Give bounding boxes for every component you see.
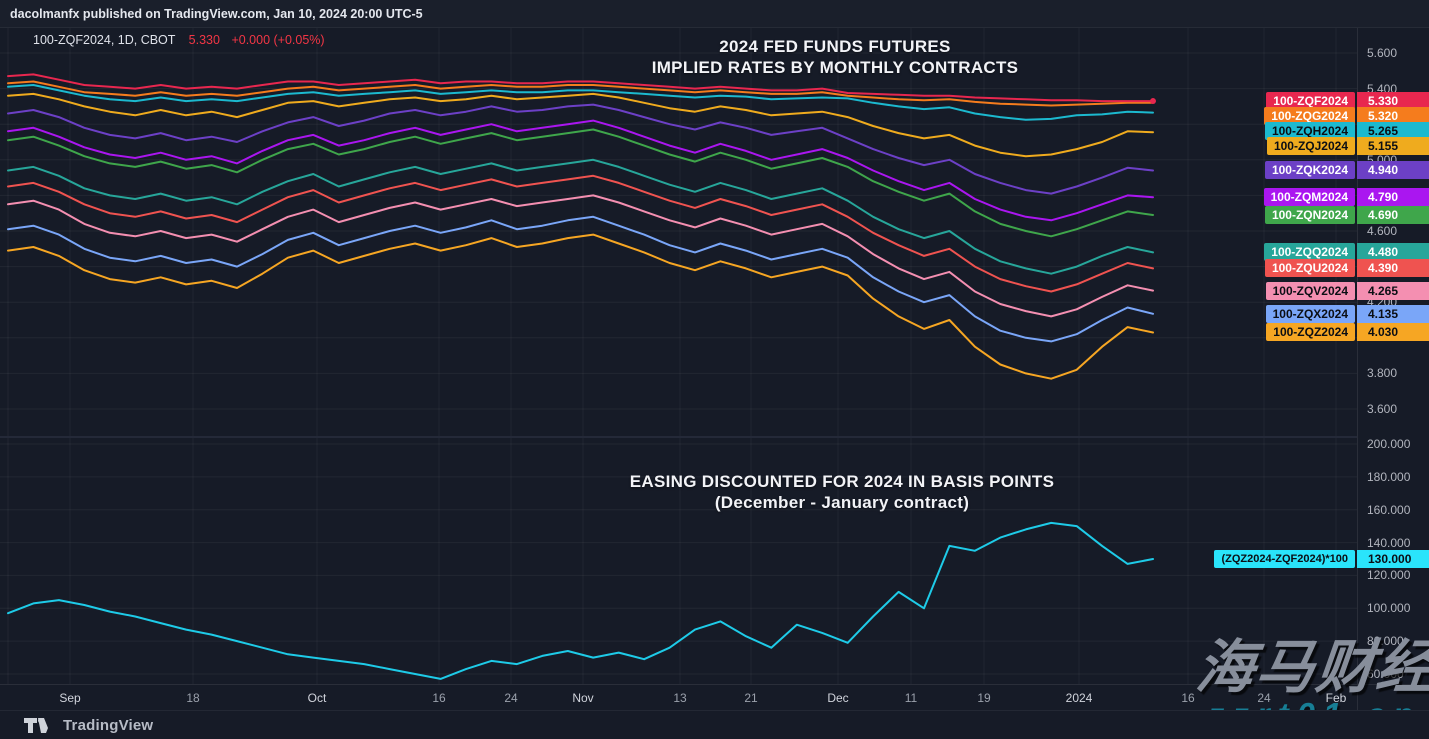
- watermark-chinese: 海马财经: [1193, 620, 1429, 704]
- y-axis-tick: 4.200: [1367, 295, 1397, 309]
- publisher-bar: dacolmanfx published on TradingView.com,…: [0, 0, 1429, 28]
- chart-legend[interactable]: 100-ZQF2024, 1D, CBOT 5.330 +0.000 (+0.0…: [33, 33, 325, 47]
- x-axis-tick-19: 19: [977, 691, 990, 705]
- legend-change: +0.000 (+0.05%): [231, 33, 324, 47]
- x-axis-tick-13: 13: [673, 691, 686, 705]
- series-line-ZQG2024: [8, 82, 1153, 106]
- x-axis-tick-Dec: Dec: [827, 691, 848, 705]
- bottom-pane-title-line2: (December - January contract): [630, 492, 1054, 513]
- legend-price: 5.330: [189, 33, 220, 47]
- price-axis[interactable]: 5.600 5.400 5.000 4.600 4.200 3.800 3.600 200.0…: [1357, 28, 1429, 710]
- y-axis-tick: 5.600: [1367, 46, 1397, 60]
- tradingview-snapshot: dacolmanfx published on TradingView.com,…: [0, 0, 1429, 739]
- tradingview-logo[interactable]: [24, 717, 54, 734]
- y-axis-tick: 5.000: [1367, 153, 1397, 167]
- bottom-pane-title-line1: EASING DISCOUNTED FOR 2024 IN BASIS POIN…: [630, 471, 1054, 492]
- series-line-spread: [8, 523, 1153, 679]
- y-axis-tick: 200.000: [1367, 437, 1410, 451]
- y-axis-tick: 180.000: [1367, 470, 1410, 484]
- y-axis-tick: 160.000: [1367, 503, 1410, 517]
- top-pane-title-line2: IMPLIED RATES BY MONTHLY CONTRACTS: [652, 57, 1019, 78]
- x-axis-tick-Oct: Oct: [308, 691, 327, 705]
- series-line-ZQU2024: [8, 176, 1153, 292]
- pane-divider[interactable]: [0, 436, 1357, 438]
- x-axis-tick-16: 16: [432, 691, 445, 705]
- footer-bar: TradingView: [0, 710, 1429, 739]
- bottom-pane-title: EASING DISCOUNTED FOR 2024 IN BASIS POIN…: [630, 471, 1054, 513]
- y-axis-tick: 3.800: [1367, 366, 1397, 380]
- legend-symbol[interactable]: 100-ZQF2024, 1D, CBOT: [33, 33, 175, 47]
- top-pane-title: 2024 FED FUNDS FUTURES IMPLIED RATES BY …: [652, 36, 1019, 78]
- last-price-dot: [1150, 98, 1156, 104]
- publisher-text: dacolmanfx published on TradingView.com,…: [10, 7, 423, 21]
- top-pane-title-line1: 2024 FED FUNDS FUTURES: [652, 36, 1019, 57]
- series-line-ZQZ2024: [8, 235, 1153, 379]
- y-axis-tick: 5.400: [1367, 82, 1397, 96]
- x-axis-tick-Sep: Sep: [59, 691, 80, 705]
- x-axis-tick-24: 24: [504, 691, 517, 705]
- y-axis-tick: 140.000: [1367, 536, 1410, 550]
- x-axis-tick-2024: 2024: [1066, 691, 1093, 705]
- x-axis-tick-18: 18: [186, 691, 199, 705]
- y-axis-tick: 100.000: [1367, 601, 1410, 615]
- series-line-ZQM2024: [8, 121, 1153, 221]
- y-axis-tick: 4.600: [1367, 224, 1397, 238]
- series-line-ZQF2024: [8, 74, 1153, 101]
- series-line-ZQK2024: [8, 105, 1153, 194]
- y-axis-tick: 120.000: [1367, 568, 1410, 582]
- tradingview-brand-text[interactable]: TradingView: [63, 717, 153, 734]
- x-axis-tick-11: 11: [905, 691, 917, 705]
- x-axis-tick-21: 21: [744, 691, 757, 705]
- series-line-ZQN2024: [8, 130, 1153, 237]
- y-axis-tick: 3.600: [1367, 402, 1397, 416]
- x-axis-tick-Nov: Nov: [572, 691, 593, 705]
